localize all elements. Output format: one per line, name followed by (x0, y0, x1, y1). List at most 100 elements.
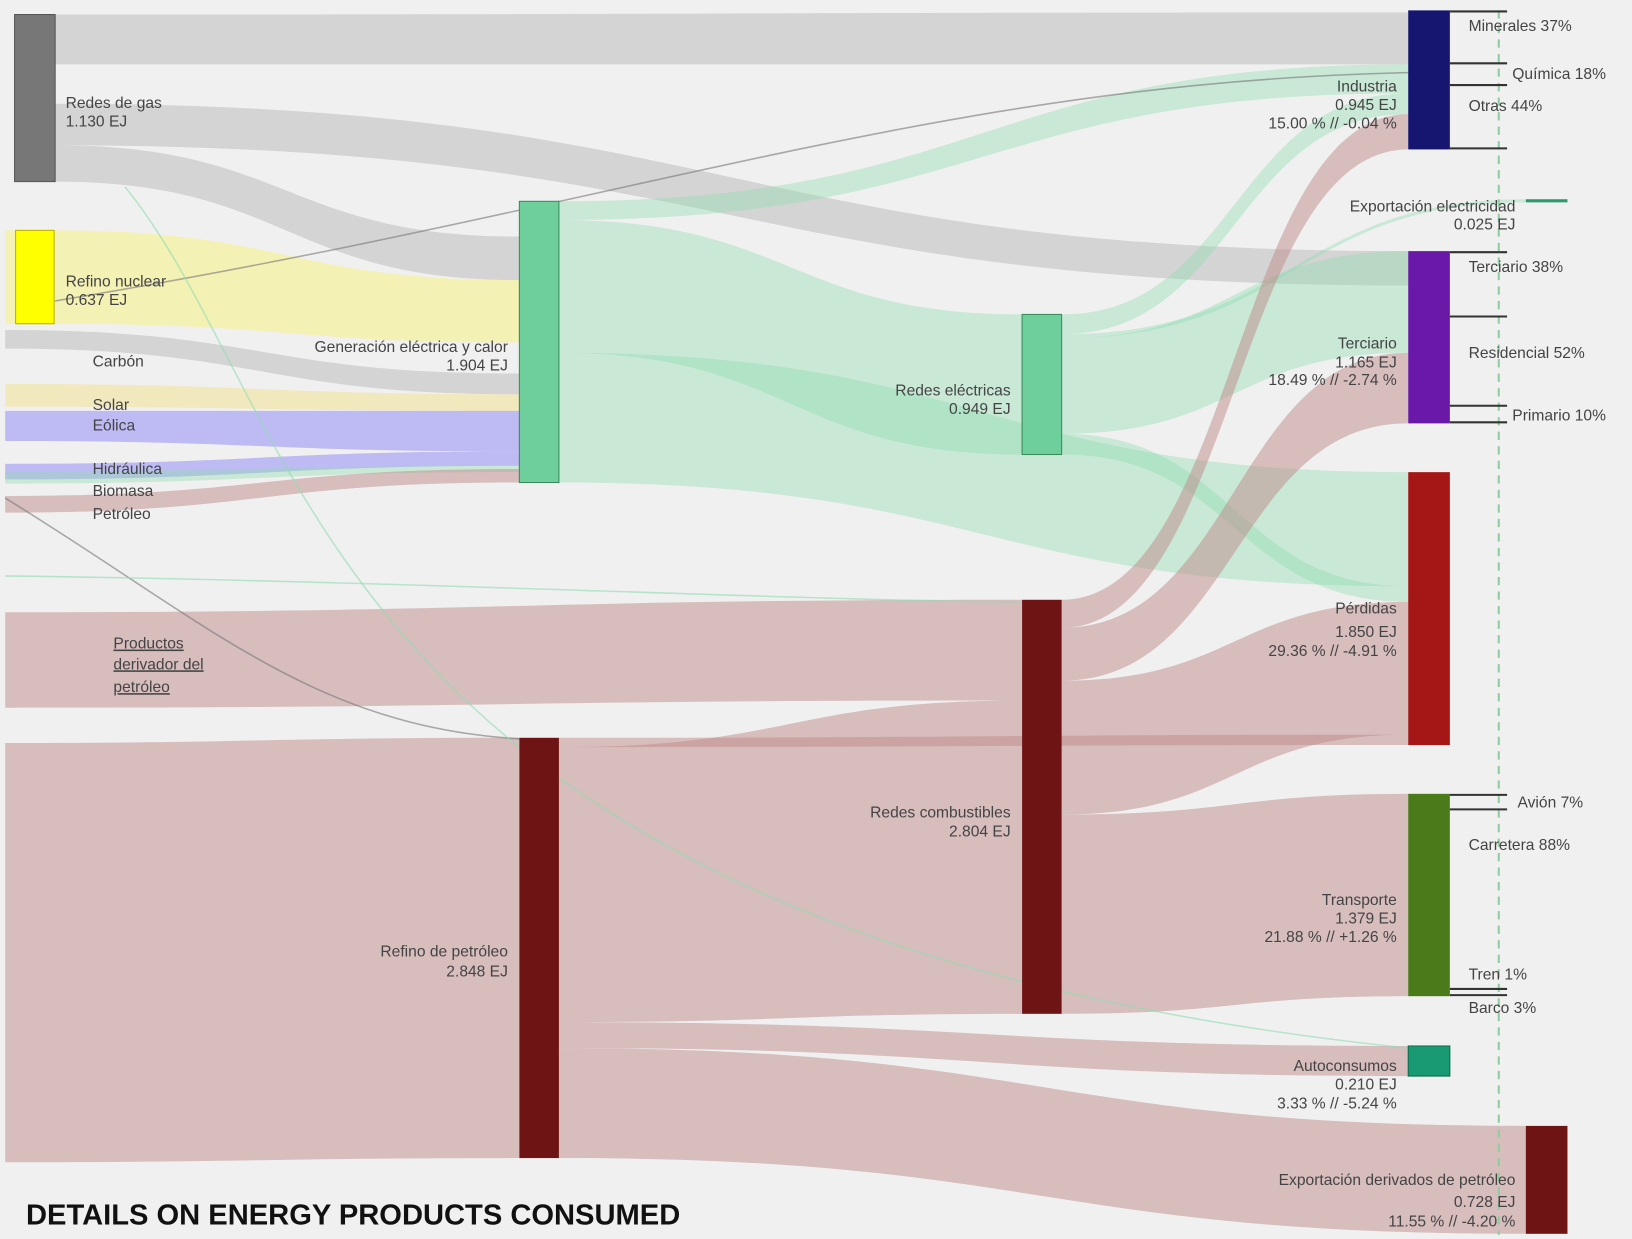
node-value: 2.804 EJ (949, 823, 1011, 840)
node-label: Generación eléctrica y calor (315, 339, 508, 356)
flow (5, 451, 520, 480)
flow (558, 1048, 1526, 1234)
node-value: 1.130 EJ (66, 114, 128, 131)
node (518, 200, 560, 484)
node-label: Petróleo (93, 506, 151, 523)
node-label: Redes de gas (66, 95, 162, 112)
node-label: derivador del (113, 656, 203, 673)
flow (55, 12, 1409, 65)
flow (558, 352, 1409, 587)
node-value: 1.165 EJ (1335, 354, 1397, 371)
flow (4, 497, 520, 740)
node-label: Biomasa (93, 483, 154, 500)
flow (5, 383, 520, 411)
node-share: 29.36 % // -4.91 % (1268, 643, 1397, 660)
node-label: Autoconsumos (1294, 1058, 1397, 1075)
flow (54, 230, 520, 343)
title: DETAILS ON ENERGY PRODUCTS CONSUMED (26, 1200, 680, 1232)
node (519, 737, 559, 1159)
node (1021, 313, 1063, 456)
node-share: 11.55 % // -4.20 % (1388, 1214, 1515, 1231)
flow (558, 64, 1409, 220)
flows (4, 12, 1526, 1234)
node-label: Exportación electricidad (1350, 199, 1516, 216)
node-value: 0.949 EJ (949, 401, 1011, 418)
node (1407, 1045, 1451, 1077)
node (1408, 251, 1450, 424)
node-share: 21.88 % // +1.26 % (1264, 929, 1396, 946)
flow (1061, 352, 1409, 681)
flow (1061, 251, 1409, 434)
breakdown-label: Minerales 37% (1469, 18, 1572, 35)
flow (55, 103, 1409, 286)
nodes (14, 10, 1568, 1234)
node (1408, 793, 1450, 997)
node-label: Redes eléctricas (895, 382, 1011, 399)
node-value: 0.210 EJ (1335, 1077, 1397, 1094)
node-label: Pérdidas (1335, 600, 1397, 617)
node-value: 1.850 EJ (1335, 624, 1397, 641)
node-value: 1.904 EJ (446, 357, 508, 374)
breakdown-label: Avión 7% (1518, 794, 1584, 811)
node-label: Eólica (93, 418, 136, 435)
node-label: Redes combustibles (870, 805, 1011, 822)
node-value: 0.637 EJ (66, 292, 128, 309)
node (1525, 199, 1568, 203)
node (14, 14, 56, 183)
node-label: Hidráulica (93, 461, 163, 478)
flow (558, 1022, 1409, 1077)
breakdown-label: Tren 1% (1469, 967, 1528, 984)
node-label: Industria (1337, 78, 1397, 95)
flow (558, 219, 1023, 455)
node (1022, 599, 1062, 1014)
flow (5, 599, 1023, 708)
node (1408, 10, 1450, 150)
node-value: 0.728 EJ (1454, 1194, 1516, 1211)
node-label: Carbón (93, 353, 144, 370)
node-label: Productos (113, 636, 183, 653)
flow (5, 465, 520, 484)
flow (5, 737, 520, 1163)
flow (1061, 114, 1409, 628)
flow (1061, 93, 1409, 335)
flow (5, 469, 520, 513)
breakdown-label: Barco 3% (1469, 1000, 1537, 1017)
node (1525, 1125, 1568, 1234)
node-share: 3.33 % // -5.24 % (1277, 1095, 1397, 1112)
node-label: Solar (93, 397, 129, 414)
node-label: Terciario (1338, 336, 1397, 353)
flow (124, 186, 1409, 1049)
breakdown-label: Carretera 88% (1469, 837, 1571, 854)
flow (55, 145, 520, 281)
node-share: 18.49 % // -2.74 % (1268, 372, 1397, 389)
flow (5, 230, 16, 324)
breakdown-label: Primario 10% (1512, 407, 1606, 424)
node-value: 1.379 EJ (1335, 911, 1397, 928)
flow (1061, 793, 1409, 1014)
flow (1061, 199, 1526, 339)
breakdown-lines (1449, 10, 1508, 997)
labels: Redes de gas 1.130 EJ Refino nuclear 0.6… (26, 18, 1606, 1231)
node-share: 15.00 % // -0.04 % (1268, 116, 1397, 133)
node-value: 0.025 EJ (1454, 216, 1516, 233)
node-label: Refino de petróleo (380, 944, 508, 961)
flow (55, 71, 1409, 302)
node (1408, 472, 1450, 746)
flow (558, 700, 1023, 1023)
node-label: Transporte (1322, 892, 1397, 909)
flow (5, 575, 1023, 603)
node-value: 0.945 EJ (1335, 97, 1397, 114)
breakdown-label: Otras 44% (1469, 98, 1543, 115)
node (15, 229, 55, 325)
breakdown-label: Residencial 52% (1469, 345, 1585, 362)
flow (5, 410, 520, 452)
node-label: petróleo (113, 679, 170, 696)
breakdown-label: Terciario 38% (1469, 259, 1564, 276)
node-label: Refino nuclear (66, 273, 167, 290)
node-value: 2.848 EJ (446, 963, 508, 980)
flow (5, 329, 520, 395)
flow (1061, 601, 1409, 815)
node-label: Exportación derivados de petróleo (1279, 1172, 1516, 1189)
breakdown-label: Química 18% (1512, 66, 1606, 83)
